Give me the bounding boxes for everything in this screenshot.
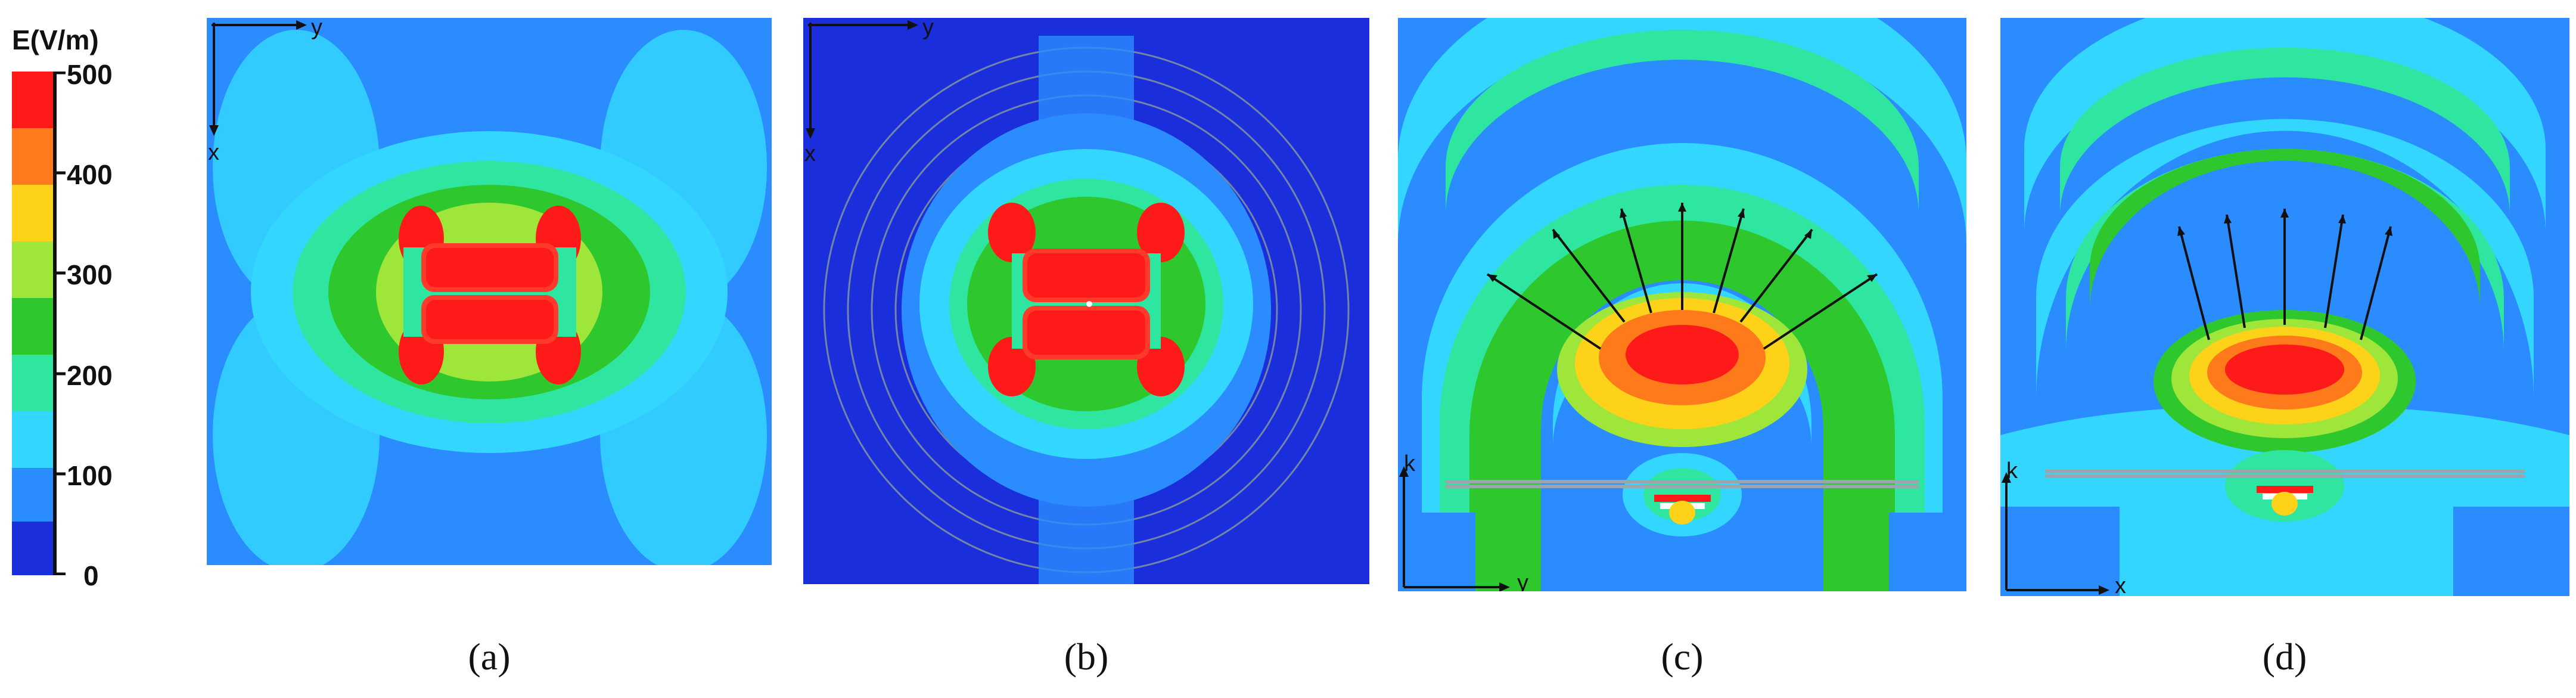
colorbar-title: E(V/m) [12, 24, 99, 55]
panel-a-caption: (a) [468, 635, 511, 678]
panel-d-caption: (d) [2262, 635, 2307, 678]
panel-c-axis-y-label: y [1517, 570, 1528, 591]
field-map-panel-c: k y [1398, 18, 1966, 591]
panel-b-axis-y-label: y [922, 18, 934, 40]
panel-d-axis-x-label: x [2115, 573, 2126, 596]
panel-c-axis-k-label: k [1404, 451, 1416, 476]
panel-a-axis-y-label: y [311, 18, 322, 40]
colorbar [12, 72, 66, 575]
colorbar-tick-400: 400 [67, 159, 113, 190]
panel-b-caption: (b) [1064, 635, 1109, 678]
colorbar-tick-500: 500 [67, 59, 113, 90]
field-map-panel-d: k x [2000, 18, 2569, 596]
field-map-panel-b: y x [803, 18, 1369, 584]
colorbar-tick-200: 200 [67, 360, 113, 391]
panel-d-axis-k-label: k [2006, 458, 2018, 483]
panel-c-caption: (c) [1661, 635, 1704, 678]
field-map-panel-a: y x [207, 18, 772, 565]
panel-b-axis-x-label: x [804, 141, 816, 166]
colorbar-tick-100: 100 [67, 460, 113, 491]
panel-a-axis-x-label: x [208, 140, 219, 165]
colorbar-tick-0: 0 [83, 560, 99, 591]
colorbar-tick-300: 300 [67, 259, 113, 290]
